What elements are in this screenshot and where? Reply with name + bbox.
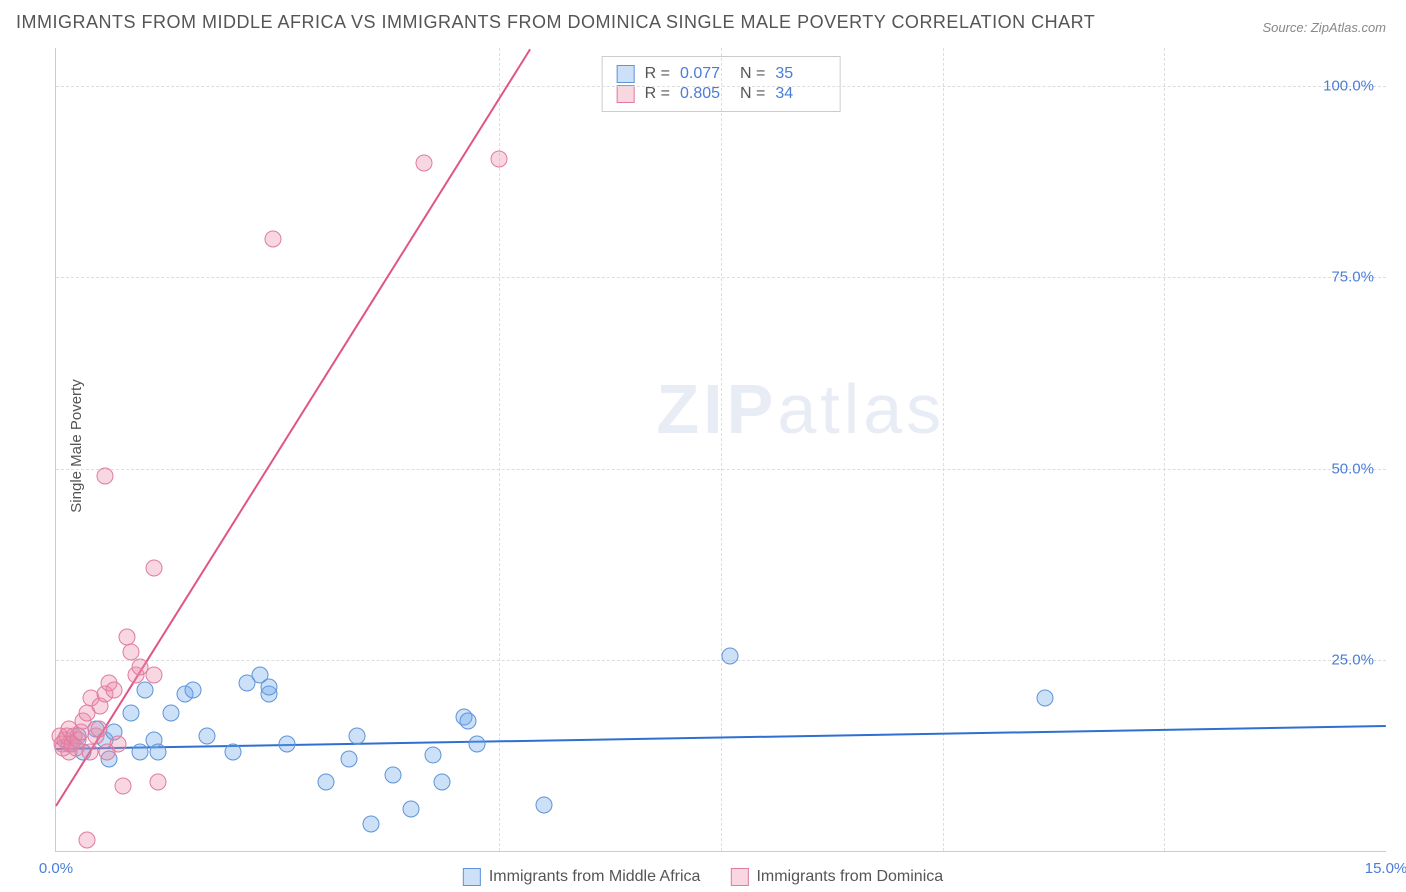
data-point	[96, 468, 113, 485]
data-point	[225, 743, 242, 760]
x-tick-label: 15.0%	[1365, 860, 1406, 877]
y-tick-label: 50.0%	[1331, 460, 1374, 477]
data-point	[136, 682, 153, 699]
legend-item: Immigrants from Dominica	[730, 868, 943, 886]
stat-r-value: 0.805	[680, 85, 730, 103]
legend-item: Immigrants from Middle Africa	[463, 868, 701, 886]
data-point	[424, 747, 441, 764]
series-swatch	[617, 65, 635, 83]
data-point	[278, 735, 295, 752]
stat-r-value: 0.077	[680, 65, 730, 83]
data-point	[81, 743, 98, 760]
watermark-bold: ZIP	[656, 370, 777, 448]
source-attribution: Source: ZipAtlas.com	[1262, 20, 1386, 35]
y-tick-label: 100.0%	[1323, 78, 1374, 95]
series-swatch	[617, 85, 635, 103]
data-point	[460, 713, 477, 730]
watermark-text: ZIPatlas	[656, 369, 945, 449]
stat-n-value: 34	[775, 85, 825, 103]
legend-swatch	[730, 868, 748, 886]
gridline-vertical	[499, 48, 500, 851]
data-point	[90, 720, 107, 737]
data-point	[185, 682, 202, 699]
data-point	[198, 728, 215, 745]
data-point	[265, 231, 282, 248]
data-point	[123, 705, 140, 722]
data-point	[105, 682, 122, 699]
data-point	[149, 743, 166, 760]
data-point	[145, 560, 162, 577]
data-point	[535, 797, 552, 814]
data-point	[260, 678, 277, 695]
data-point	[149, 774, 166, 791]
data-point	[415, 154, 432, 171]
data-point	[114, 778, 131, 795]
legend-label: Immigrants from Dominica	[756, 868, 943, 886]
chart-plot-area: ZIPatlas R = 0.077 N = 35 R = 0.805 N = 34 25.0…	[55, 48, 1386, 852]
data-point	[349, 728, 366, 745]
data-point	[433, 774, 450, 791]
data-point	[163, 705, 180, 722]
data-point	[721, 648, 738, 665]
data-point	[318, 774, 335, 791]
stat-r-label: R =	[645, 65, 670, 83]
data-point	[340, 751, 357, 768]
y-tick-label: 25.0%	[1331, 651, 1374, 668]
stat-n-value: 35	[775, 65, 825, 83]
legend: Immigrants from Middle Africa Immigrants …	[463, 868, 943, 886]
data-point	[469, 735, 486, 752]
data-point	[384, 766, 401, 783]
data-point	[362, 816, 379, 833]
gridline-vertical	[943, 48, 944, 851]
stat-r-label: R =	[645, 85, 670, 103]
chart-title: IMMIGRANTS FROM MIDDLE AFRICA VS IMMIGRA…	[16, 12, 1095, 33]
stat-n-label: N =	[740, 85, 765, 103]
data-point	[79, 831, 96, 848]
legend-swatch	[463, 868, 481, 886]
y-tick-label: 75.0%	[1331, 269, 1374, 286]
x-tick-label: 0.0%	[39, 860, 73, 877]
stat-n-label: N =	[740, 65, 765, 83]
legend-label: Immigrants from Middle Africa	[489, 868, 701, 886]
data-point	[402, 800, 419, 817]
data-point	[491, 150, 508, 167]
watermark-light: atlas	[777, 370, 945, 448]
data-point	[123, 644, 140, 661]
gridline-vertical	[721, 48, 722, 851]
trend-line	[55, 48, 531, 806]
data-point	[1036, 690, 1053, 707]
data-point	[145, 667, 162, 684]
data-point	[110, 735, 127, 752]
